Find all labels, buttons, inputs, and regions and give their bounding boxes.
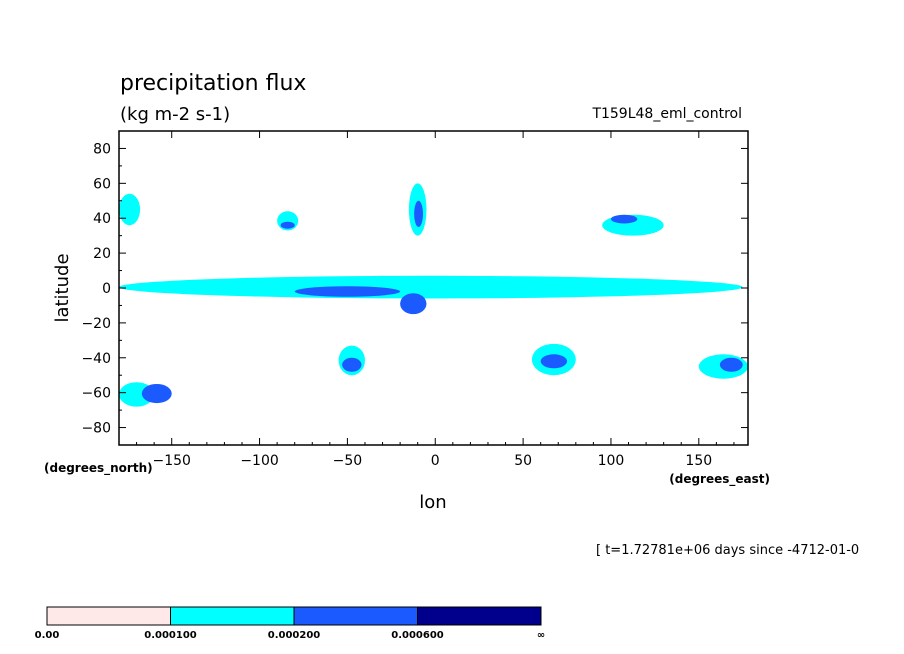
x-tick-label: −100	[240, 453, 278, 469]
y-axis: 80 60 40 20 0 −20 −40 −60 −80	[81, 130, 748, 446]
x-tick-label: −150	[152, 453, 190, 469]
chart-title: precipitation flux	[120, 71, 306, 96]
precip-region	[414, 200, 423, 227]
colorbar-label: 0.00	[35, 630, 60, 641]
precip-region	[540, 354, 568, 369]
colorbar-swatch	[293, 606, 418, 626]
x-tick-label: −50	[333, 453, 363, 469]
colorbar-label: 0.000600	[391, 630, 444, 641]
colorbar-label: 0.000200	[268, 630, 321, 641]
precip-regions	[119, 183, 748, 407]
precip-region	[141, 383, 172, 404]
x-axis-label: lon	[419, 492, 446, 513]
precip-region	[119, 193, 141, 226]
x-tick-label: 50	[514, 453, 532, 469]
y-axis-units: (degrees_north)	[44, 461, 153, 476]
precip-region	[610, 214, 638, 224]
x-tick-label: 100	[598, 453, 625, 469]
time-label: [ t=1.72781e+06 days since -4712-01-0	[596, 543, 859, 558]
chart-units: (kg m-2 s-1)	[120, 104, 230, 125]
y-tick-label: 60	[93, 176, 111, 192]
plot-area	[118, 130, 749, 446]
precip-region	[294, 286, 401, 297]
precip-region	[280, 221, 295, 229]
colorbar-swatch	[46, 606, 171, 626]
x-axis: −150 −100 −50 0 50 100 150	[136, 131, 735, 469]
colorbar-label: ∞	[537, 630, 545, 641]
precip-region	[719, 357, 743, 372]
run-label: T159L48_eml_control	[591, 106, 742, 122]
colorbar-label: 0.000100	[144, 630, 197, 641]
precip-region	[119, 275, 743, 299]
y-tick-label: 0	[102, 281, 111, 297]
x-tick-label: 0	[431, 453, 440, 469]
y-tick-label: −20	[81, 316, 111, 332]
y-tick-label: 80	[93, 141, 111, 157]
y-tick-label: 40	[93, 211, 111, 227]
y-tick-label: −60	[81, 386, 111, 402]
y-tick-label: −40	[81, 351, 111, 367]
colorbar-swatch	[417, 606, 542, 626]
precip-region	[400, 293, 427, 315]
colorbar: 0.00 0.000100 0.000200 0.000600 ∞	[35, 606, 545, 641]
precip-region	[342, 357, 362, 372]
y-axis-label: latitude	[52, 253, 73, 322]
x-tick-label: 150	[685, 453, 712, 469]
y-tick-label: −80	[81, 421, 111, 437]
y-tick-label: 20	[93, 246, 111, 262]
x-axis-units: (degrees_east)	[669, 472, 770, 487]
colorbar-swatch	[170, 606, 295, 626]
